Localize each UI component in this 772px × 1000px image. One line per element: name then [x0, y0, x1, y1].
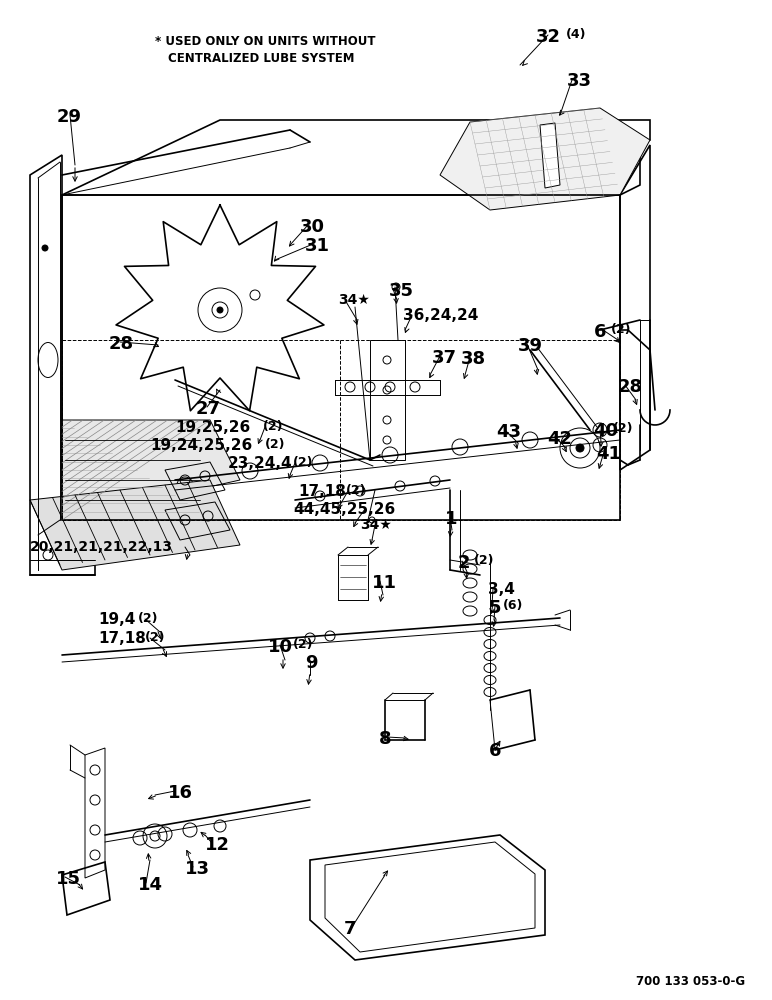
Text: 34★: 34★ [360, 518, 392, 532]
Text: 17,18: 17,18 [98, 631, 146, 646]
Text: 44,45,25,26: 44,45,25,26 [293, 502, 395, 517]
Polygon shape [440, 108, 650, 210]
Text: 6: 6 [489, 742, 502, 760]
Text: 42: 42 [547, 430, 572, 448]
Text: 35: 35 [389, 282, 414, 300]
Text: 19,4: 19,4 [98, 612, 135, 627]
Text: (2): (2) [145, 631, 165, 644]
Polygon shape [540, 123, 560, 188]
Text: (2): (2) [346, 484, 367, 497]
Text: 28: 28 [618, 378, 643, 396]
Text: 11: 11 [372, 574, 397, 592]
Text: CENTRALIZED LUBE SYSTEM: CENTRALIZED LUBE SYSTEM [168, 52, 354, 65]
Text: 6: 6 [594, 323, 607, 341]
Text: (2): (2) [293, 456, 313, 469]
Text: 29: 29 [57, 108, 82, 126]
Text: 27: 27 [196, 400, 221, 418]
Circle shape [576, 444, 584, 452]
Text: 39: 39 [518, 337, 543, 355]
Polygon shape [30, 480, 240, 570]
Text: 14: 14 [138, 876, 163, 894]
Text: 40: 40 [593, 422, 618, 440]
Text: (2): (2) [611, 323, 631, 336]
Text: 15: 15 [56, 870, 81, 888]
Text: 38: 38 [461, 350, 486, 368]
Text: (2): (2) [138, 612, 158, 625]
Text: 30: 30 [300, 218, 325, 236]
Text: 36,24,24: 36,24,24 [403, 308, 479, 323]
Text: (4): (4) [566, 28, 587, 41]
Text: 17,18: 17,18 [298, 484, 346, 499]
Text: 10: 10 [268, 638, 293, 656]
Text: 9: 9 [305, 654, 317, 672]
Text: 3,4: 3,4 [488, 582, 515, 597]
Text: 16: 16 [168, 784, 193, 802]
Text: 37: 37 [432, 349, 457, 367]
Text: 2: 2 [458, 554, 470, 572]
Text: 32: 32 [536, 28, 561, 46]
Circle shape [217, 307, 223, 313]
Text: (2): (2) [263, 420, 283, 433]
Text: 19,25,26: 19,25,26 [175, 420, 250, 435]
Polygon shape [62, 420, 240, 520]
Text: 8: 8 [379, 730, 391, 748]
Circle shape [42, 245, 48, 251]
Text: 33: 33 [567, 72, 592, 90]
Text: 23,24,4: 23,24,4 [228, 456, 293, 471]
Text: (6): (6) [503, 599, 523, 612]
Text: (2): (2) [265, 438, 286, 451]
Text: 43: 43 [496, 423, 521, 441]
Text: 1: 1 [445, 510, 458, 528]
Text: 19,24,25,26: 19,24,25,26 [150, 438, 252, 453]
Text: 700 133 053-0-G: 700 133 053-0-G [636, 975, 745, 988]
Text: 12: 12 [205, 836, 230, 854]
Text: 28: 28 [109, 335, 134, 353]
Text: (2): (2) [293, 638, 313, 651]
Text: 5: 5 [489, 599, 502, 617]
Text: 7: 7 [344, 920, 357, 938]
Text: 13: 13 [185, 860, 210, 878]
Text: 34★: 34★ [338, 293, 370, 307]
Text: 20,21,21,21,22,13: 20,21,21,21,22,13 [30, 540, 173, 554]
Text: * USED ONLY ON UNITS WITHOUT: * USED ONLY ON UNITS WITHOUT [155, 35, 375, 48]
Text: (2): (2) [613, 422, 634, 435]
Text: 31: 31 [305, 237, 330, 255]
Text: 41: 41 [596, 445, 621, 463]
Text: (2): (2) [474, 554, 495, 567]
